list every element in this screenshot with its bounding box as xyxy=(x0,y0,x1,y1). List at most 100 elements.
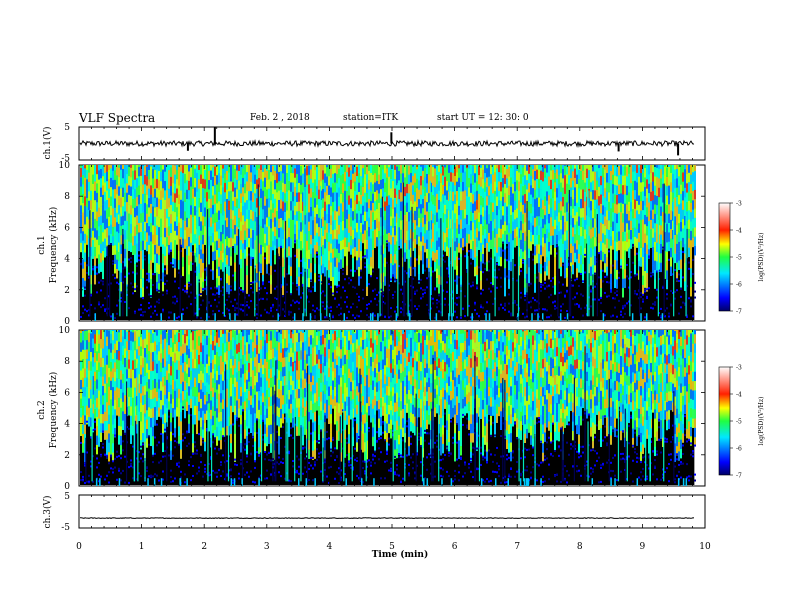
spectrogram-cell xyxy=(140,250,142,261)
spectrogram-cell xyxy=(638,195,640,205)
spectrogram-cell xyxy=(624,166,626,176)
spectrogram-cell xyxy=(260,226,262,236)
spectrogram-cell xyxy=(332,165,334,174)
spectrogram-cell xyxy=(366,193,368,203)
spectrogram-cell xyxy=(496,233,498,244)
spectrogram-speckle xyxy=(498,268,500,271)
spectrogram-cell xyxy=(618,165,620,176)
spectrogram-cell xyxy=(370,247,372,258)
spectrogram-cell xyxy=(446,165,448,172)
spectrogram-cell xyxy=(492,183,494,194)
spectrogram-cell xyxy=(518,172,520,182)
spectrogram-cell xyxy=(372,259,374,269)
spectrogram-cell xyxy=(580,217,582,227)
spectrogram-cell xyxy=(464,237,466,247)
spectrogram-cell xyxy=(476,237,478,247)
spectrogram-cell xyxy=(264,168,266,178)
spectrogram-cell xyxy=(680,175,682,185)
spectrogram-cell xyxy=(352,239,354,249)
spectrogram-cell xyxy=(158,165,160,171)
spectrogram-cell xyxy=(400,192,402,202)
spectrogram-cell xyxy=(556,234,558,245)
spectrogram-speckle xyxy=(484,268,486,271)
spectrogram-cell xyxy=(160,227,162,238)
spectrogram-speckle xyxy=(496,286,498,289)
spectrogram-cell xyxy=(424,167,426,178)
spectrogram-cell xyxy=(410,229,412,239)
spectrogram-cell xyxy=(616,166,618,177)
spectrogram-cell xyxy=(642,238,644,248)
spectrogram-cell xyxy=(186,180,188,190)
spectrogram-cell xyxy=(694,227,696,237)
spectrogram-cell xyxy=(120,253,122,264)
spectrogram-cell xyxy=(532,206,534,217)
spectrogram-speckle xyxy=(400,288,402,291)
spectrogram-cell xyxy=(146,204,148,214)
spectrogram-cell xyxy=(496,205,498,216)
spectrogram-cell xyxy=(550,235,552,246)
spectrogram-cell xyxy=(536,197,538,208)
spectrogram-speckle xyxy=(576,303,578,306)
spectrogram-speckle xyxy=(468,250,470,253)
spectrogram-cell xyxy=(382,272,384,282)
spectrogram-cell xyxy=(680,212,682,223)
spectrogram-cell xyxy=(216,240,218,251)
spectrogram-cell xyxy=(186,165,188,171)
spectrogram-cell xyxy=(522,176,524,187)
spectrogram-cell xyxy=(464,165,466,172)
spectrogram-cell xyxy=(542,165,544,172)
spectrogram-cell xyxy=(238,170,240,181)
spectrogram-speckle xyxy=(276,308,278,311)
spectrogram-cell xyxy=(280,236,282,247)
spectrogram-speckle xyxy=(620,313,622,316)
spectrogram-cell xyxy=(342,192,344,203)
spectrogram-cell xyxy=(112,189,114,199)
spectrogram-cell xyxy=(556,188,558,198)
spectrogram-cell xyxy=(382,281,384,292)
spectrogram-cell xyxy=(86,216,88,227)
spectrogram-cell xyxy=(186,199,188,209)
spectrogram-cell xyxy=(580,180,582,190)
spectrogram-cell xyxy=(226,165,228,171)
spectrogram-cell xyxy=(188,274,190,284)
spectrogram-cell xyxy=(552,170,554,180)
spectrogram-cell xyxy=(200,286,202,297)
spectrogram-cell xyxy=(248,181,250,192)
spectrogram-cell xyxy=(306,165,308,176)
spectrogram-cell xyxy=(92,183,94,194)
spectrogram-speckle xyxy=(140,303,142,306)
spectrogram-cell xyxy=(386,196,388,206)
spectrogram-cell xyxy=(456,190,458,201)
spectrogram-cell xyxy=(590,210,592,220)
spectrogram-cell xyxy=(240,230,242,241)
spectrogram-cell xyxy=(658,215,660,226)
spectrogram-speckle xyxy=(294,240,296,243)
spectrogram-cell xyxy=(480,177,482,187)
spectrogram-cell xyxy=(682,191,684,201)
spectrogram-cell xyxy=(170,223,172,233)
spectrogram-cell xyxy=(336,201,338,212)
spectrogram-cell xyxy=(182,247,184,258)
spectrogram-cell xyxy=(286,172,288,183)
spectrogram-cell xyxy=(266,254,268,265)
spectrogram-speckle xyxy=(626,302,628,305)
spectrogram-cell xyxy=(404,224,406,234)
spectrogram-cell xyxy=(330,224,332,235)
spectrogram-cell xyxy=(442,184,444,195)
spectrogram-cell xyxy=(558,221,560,232)
spectrogram-cell xyxy=(560,191,562,202)
spectrogram-cell xyxy=(308,240,310,250)
spectrogram-cell xyxy=(460,238,462,248)
spectrogram-cell xyxy=(340,175,342,185)
spectrogram-cell xyxy=(618,203,620,213)
spectrogram-cell xyxy=(270,237,272,247)
spectrogram-speckle xyxy=(536,300,538,303)
spectrogram-cell xyxy=(162,244,164,254)
spectrogram-speckle xyxy=(208,301,210,304)
spectrogram-cell xyxy=(334,219,336,230)
spectrogram-cell xyxy=(680,250,682,260)
spectrogram-cell xyxy=(594,246,596,256)
spectrogram-cell xyxy=(538,206,540,217)
spectrogram-cell xyxy=(312,229,314,239)
spectrogram-speckle xyxy=(622,305,624,308)
